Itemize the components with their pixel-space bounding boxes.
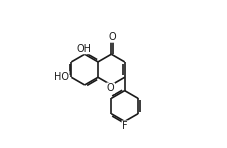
Text: HO: HO: [54, 72, 69, 82]
Text: F: F: [122, 121, 127, 131]
Text: O: O: [108, 32, 115, 42]
Text: OH: OH: [76, 44, 91, 54]
Text: O: O: [106, 83, 114, 93]
